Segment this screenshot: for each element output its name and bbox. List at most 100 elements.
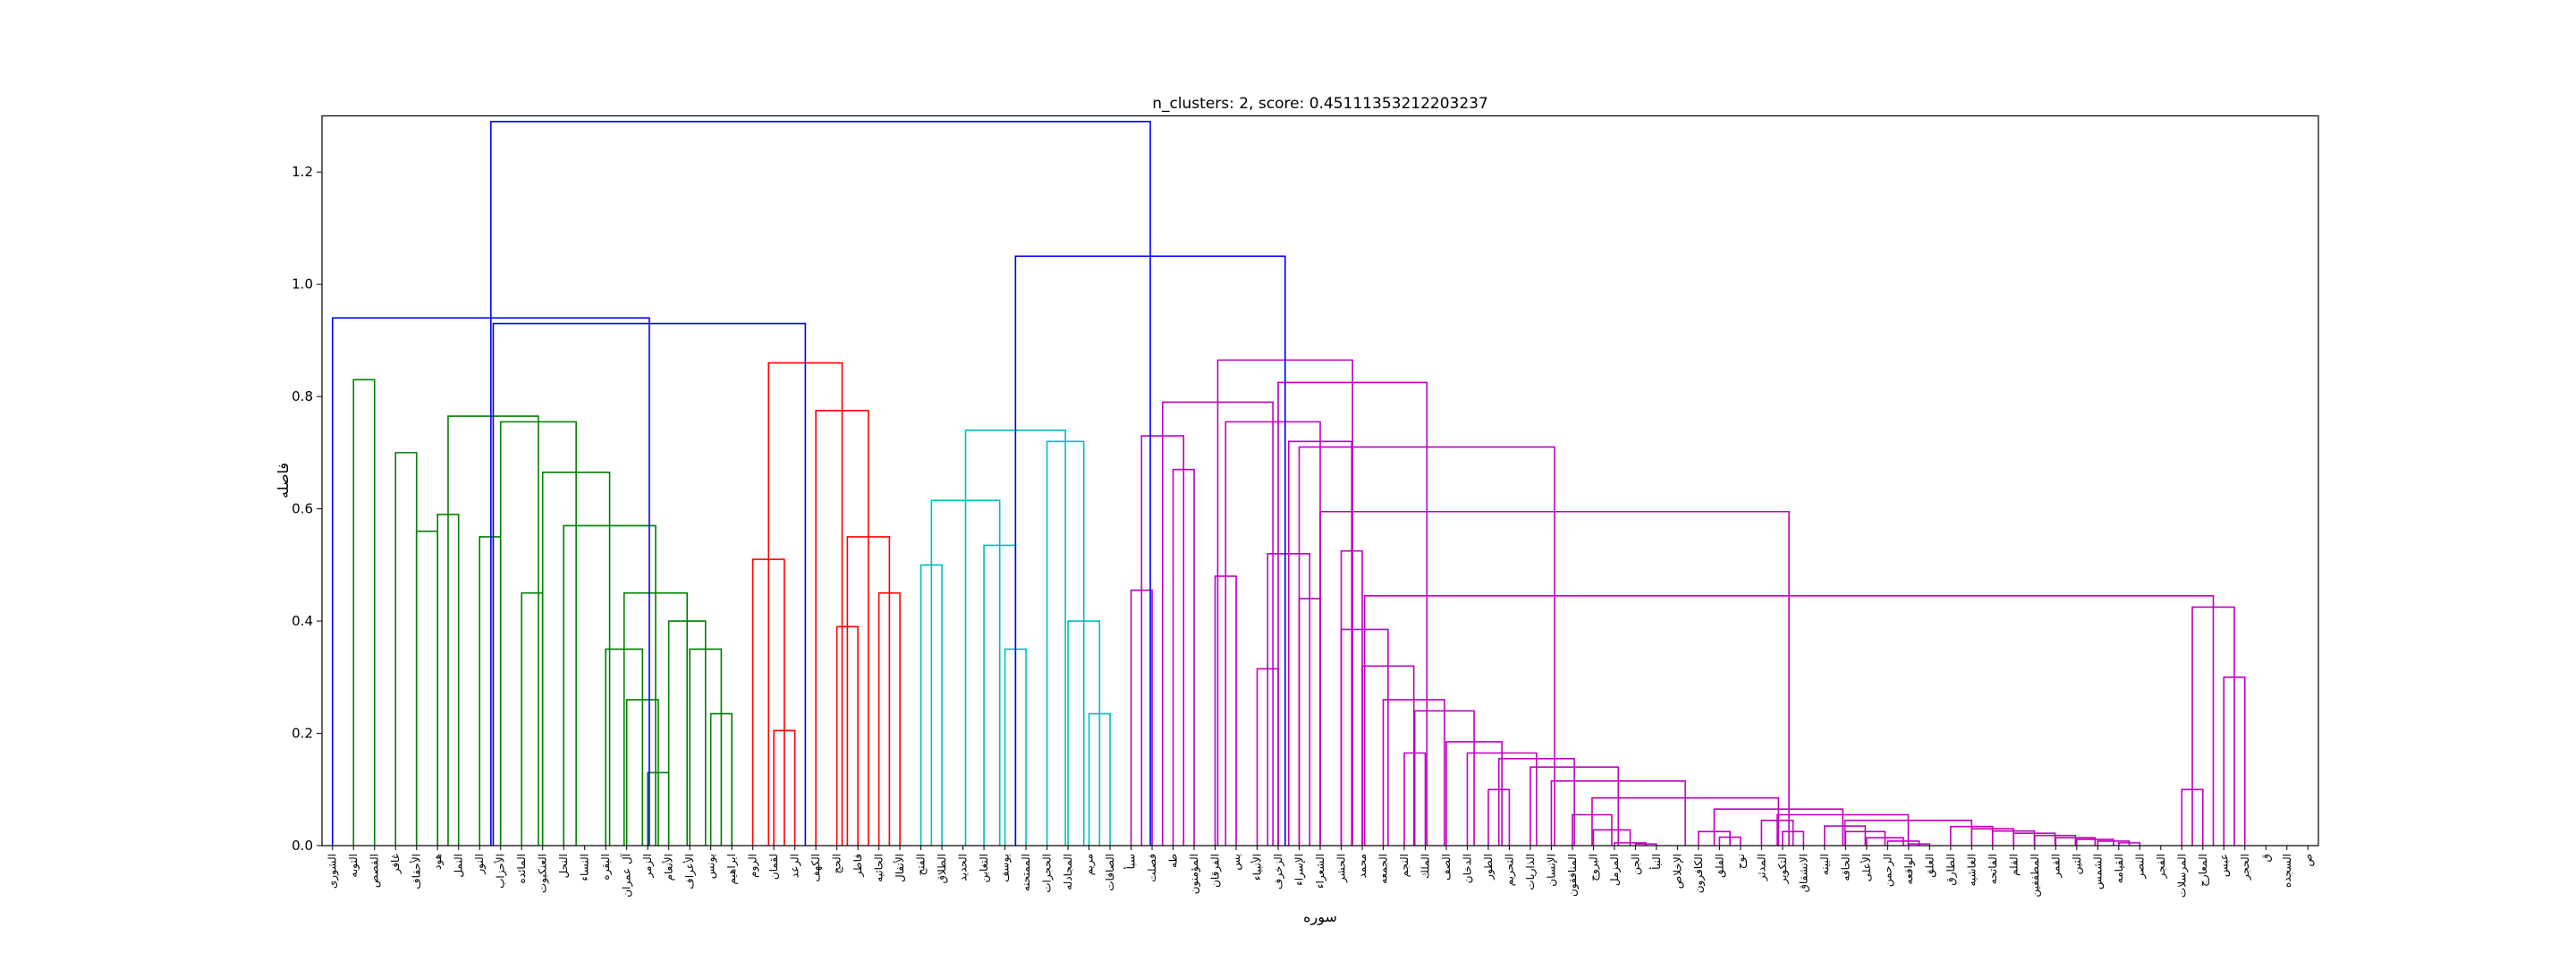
leaf-label: الكهف — [809, 854, 822, 882]
y-tick-label: 1.2 — [292, 164, 313, 180]
leaf-label: السجده — [2281, 854, 2293, 888]
leaf-label: ق — [2259, 854, 2272, 862]
leaf-label: العلق — [1923, 854, 1936, 878]
leaf-label: فاطر — [852, 854, 865, 878]
leaf-label: التوبه — [347, 854, 360, 878]
leaf-label: القصص — [369, 854, 382, 888]
leaf-label: المرسلات — [2175, 854, 2189, 898]
leaf-label: الحديد — [957, 854, 970, 881]
leaf-label: الواقعه — [1902, 854, 1916, 884]
leaf-label: الصف — [1440, 854, 1453, 881]
leaf-label: المنافقون — [1566, 854, 1580, 897]
leaf-label: غافر — [389, 854, 402, 874]
leaf-label: التغابن — [978, 854, 991, 883]
leaf-label: الحجرات — [1041, 854, 1055, 893]
x-axis-ticks: الشوری التوبه القصص غافر الأحقاف هود النمل النو… — [326, 846, 2315, 898]
leaf-label: النبأ — [1648, 854, 1663, 870]
chart-title: n_clusters: 2, score: 0.4511135321220323… — [1152, 95, 1488, 113]
leaf-label: الأنبياء — [1250, 854, 1264, 881]
leaf-label: الفتح — [915, 854, 928, 875]
leaf-label: نوح — [1734, 854, 1748, 869]
leaf-label: الجاثيه — [873, 854, 886, 882]
leaf-label: الجمعه — [1377, 854, 1389, 884]
leaf-label: الفجر — [2155, 854, 2168, 879]
leaf-label: ص — [2301, 854, 2315, 867]
leaf-label: هود — [431, 854, 445, 870]
leaf-label: الذاريات — [1524, 854, 1538, 890]
leaf-label: الصافات — [1104, 854, 1116, 891]
leaf-label: التكوير — [1776, 854, 1790, 884]
leaf-label: الأنعام — [662, 854, 675, 881]
leaf-label: الزمر — [641, 854, 655, 879]
leaf-label: النمل — [453, 854, 465, 878]
y-tick-label: 0.8 — [292, 388, 313, 404]
leaf-label: العنكبوت — [537, 854, 550, 893]
leaf-label: القيامه — [2113, 854, 2125, 883]
leaf-label: الشمس — [2091, 854, 2105, 889]
leaf-label: عبس — [2217, 854, 2231, 877]
leaf-label: المؤمنون — [1188, 854, 1201, 894]
leaf-label: الإنسان — [1545, 854, 1557, 887]
leaf-label: الحشر — [1335, 854, 1348, 883]
leaf-label: الشعراء — [1314, 854, 1327, 889]
leaf-label: الأعلى — [1860, 854, 1873, 881]
leaf-label: القلم — [2007, 854, 2020, 876]
dendrogram-link-91 — [490, 120, 1151, 846]
leaf-label: المجادله — [1062, 854, 1074, 890]
leaf-label: الأنفال — [893, 854, 906, 882]
leaf-label: يس — [1230, 854, 1243, 871]
leaf-label: الشوری — [326, 854, 340, 889]
leaf-label: ابراهيم — [725, 854, 739, 885]
leaf-label: الروم — [747, 854, 760, 878]
dendrogram-links — [331, 120, 2246, 846]
leaf-label: الفرقان — [1209, 854, 1223, 888]
y-axis-label: فاصله — [275, 463, 292, 498]
y-tick-label: 0.6 — [292, 501, 313, 517]
y-tick-label: 0.0 — [292, 838, 313, 854]
leaf-label: يوسف — [999, 854, 1013, 882]
leaf-label: الممتحنه — [1020, 854, 1032, 891]
leaf-label: التين — [2071, 854, 2084, 874]
leaf-label: الفاتحه — [1987, 854, 1999, 884]
leaf-label: محمد — [1356, 854, 1368, 878]
leaf-label: الإسراء — [1293, 854, 1307, 886]
x-axis-label: سوره — [1303, 908, 1337, 926]
leaf-label: طه — [1167, 854, 1180, 868]
leaf-label: الملك — [1419, 854, 1431, 879]
leaf-label: الطارق — [1945, 854, 1958, 886]
leaf-label: التحريم — [1503, 854, 1516, 886]
leaf-label: الحجر — [2239, 854, 2252, 881]
leaf-label: البروج — [1587, 854, 1600, 881]
leaf-label: الجن — [1629, 854, 1642, 875]
leaf-label: الكافرون — [1692, 854, 1706, 893]
y-axis-ticks: 0.0 0.2 0.4 0.6 0.8 1.0 1.2 — [292, 164, 322, 854]
leaf-label: الفلق — [1713, 854, 1726, 878]
leaf-label: الحاقه — [1839, 854, 1852, 881]
leaf-label: النساء — [579, 854, 591, 881]
leaf-label: المطففين — [2029, 854, 2042, 898]
y-tick-label: 1.0 — [292, 277, 313, 293]
leaf-label: مريم — [1083, 854, 1097, 875]
leaf-label: سبأ — [1123, 854, 1138, 869]
leaf-label: الطلاق — [936, 854, 948, 883]
leaf-label: الدخان — [1461, 854, 1473, 883]
leaf-label: لقمان — [767, 854, 780, 880]
leaf-label: البقره — [599, 854, 613, 881]
leaf-label: المدثر — [1755, 854, 1768, 881]
leaf-label: النور — [473, 854, 487, 875]
y-tick-label: 0.2 — [292, 726, 313, 742]
leaf-label: الرحمن — [1881, 854, 1894, 887]
leaf-label: الأحزاب — [494, 854, 508, 889]
leaf-label: المزمل — [1608, 854, 1622, 886]
leaf-label: الانشقاق — [1797, 854, 1809, 892]
y-tick-label: 0.4 — [292, 613, 313, 629]
leaf-label: الرعد — [789, 854, 802, 878]
leaf-label: المعارج — [2197, 854, 2210, 887]
leaf-label: الأحقاف — [410, 854, 423, 889]
leaf-label: المائده — [515, 854, 528, 884]
leaf-label: الزخرف — [1272, 854, 1285, 889]
leaf-label: النحل — [557, 854, 570, 878]
leaf-label: آل عمران — [620, 853, 634, 897]
